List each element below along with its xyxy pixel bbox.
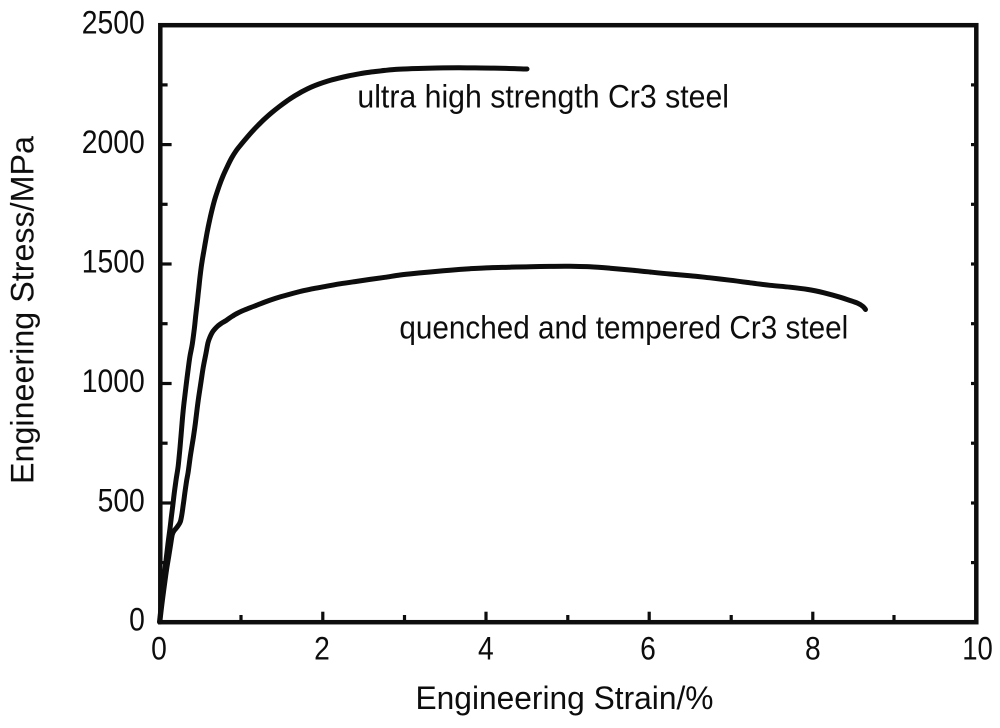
svg-text:1000: 1000 [82,363,145,399]
svg-text:ultra high strength Cr3 steel: ultra high strength Cr3 steel [357,78,729,114]
svg-text:Engineering Strain/%: Engineering Strain/% [416,680,714,716]
svg-text:8: 8 [805,631,821,667]
svg-text:6: 6 [640,631,656,667]
svg-text:2: 2 [314,631,330,667]
svg-text:1500: 1500 [82,243,145,279]
svg-text:Engineering Stress/MPa: Engineering Stress/MPa [4,136,40,484]
svg-text:500: 500 [98,482,145,518]
svg-text:0: 0 [129,602,145,638]
svg-text:10: 10 [962,631,993,667]
svg-text:0: 0 [151,631,167,667]
svg-text:4: 4 [478,631,494,667]
svg-text:2500: 2500 [82,5,145,41]
svg-text:quenched and tempered Cr3 stee: quenched and tempered Cr3 steel [399,309,848,345]
svg-text:2000: 2000 [82,124,145,160]
